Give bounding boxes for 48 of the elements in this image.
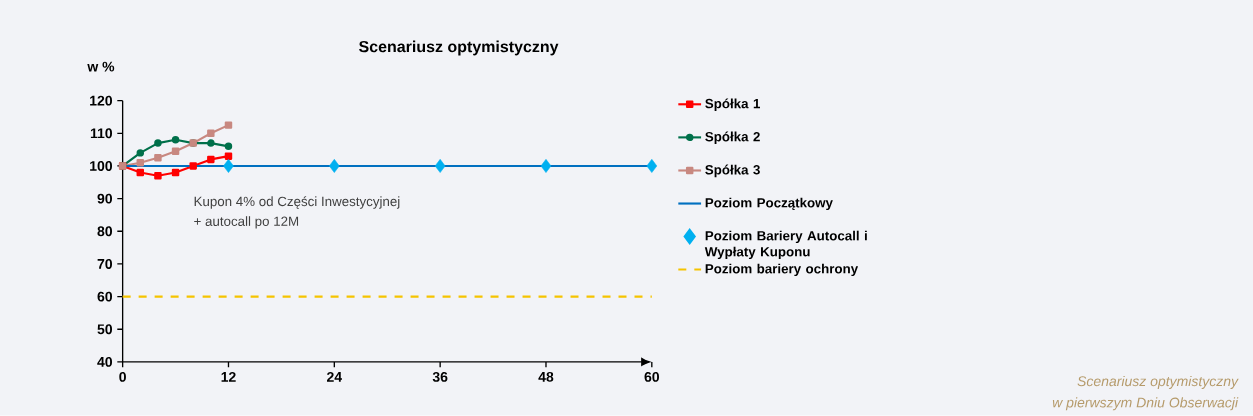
- x-tick-label: 12: [221, 372, 236, 382]
- point: [171, 147, 180, 156]
- legend-label: Poziom Początkowy: [705, 197, 833, 211]
- point: [171, 168, 180, 177]
- legend-label: Poziom bariery ochrony: [705, 263, 859, 277]
- point: [646, 159, 658, 173]
- x-tick-label: 60: [644, 372, 660, 382]
- x-tick-label: 36: [432, 372, 448, 382]
- point: [540, 159, 552, 173]
- y-tick-label: 110: [90, 128, 113, 139]
- text: w pierwszym Dniu Obserwacji: [1052, 397, 1239, 411]
- point: [329, 159, 340, 173]
- legend-label: Spółka 2: [705, 131, 760, 145]
- y-tick-label: 40: [97, 357, 113, 367]
- point: [171, 136, 180, 144]
- y-tick-label: 50: [97, 324, 113, 335]
- x-tick-label: 24: [327, 372, 343, 382]
- legend-label: Spółka 3: [705, 164, 760, 178]
- point: [224, 152, 233, 160]
- y-tick-label: 100: [90, 161, 113, 171]
- x-tick-label: 0: [119, 372, 126, 382]
- text: Scenariusz optymistyczny: [1077, 375, 1239, 390]
- point: [154, 154, 162, 162]
- point: [136, 149, 145, 157]
- point: [207, 129, 215, 138]
- point: [224, 142, 233, 151]
- y-tick-label: 120: [90, 95, 113, 106]
- point: [154, 139, 162, 147]
- y-axis-title: w %: [87, 61, 115, 72]
- annotation: Kupon 4% od Części Inwestycyjnej: [194, 196, 400, 209]
- point: [434, 159, 446, 173]
- point: [223, 159, 234, 173]
- point: [136, 168, 145, 177]
- chart-title: Scenariusz optymistyczny: [359, 40, 559, 56]
- point: [189, 162, 197, 170]
- y-tick-label: 60: [97, 291, 113, 302]
- point: [154, 172, 162, 180]
- point: [207, 155, 215, 164]
- point: [224, 121, 233, 129]
- legend-label: Poziom Bariery Autocall i Wypłaty Kuponu: [704, 230, 867, 260]
- y-tick-label: 90: [97, 193, 113, 204]
- point: [136, 159, 145, 167]
- legend-label: Spółka 1: [705, 98, 760, 111]
- y-tick-label: 80: [97, 226, 113, 237]
- annotation: + autocall po 12M: [194, 216, 299, 229]
- x-tick-label: 48: [538, 372, 554, 382]
- y-tick-label: 70: [97, 259, 113, 269]
- point: [207, 139, 215, 147]
